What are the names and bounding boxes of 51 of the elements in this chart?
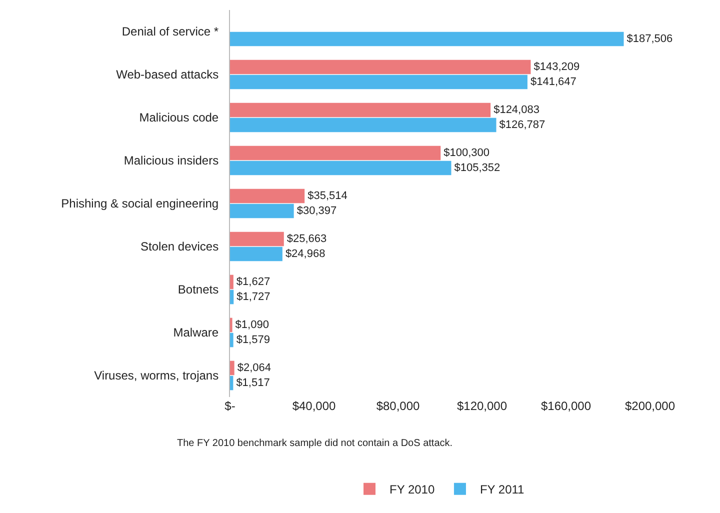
- x-tick-label: $120,000: [456, 399, 508, 413]
- bar: [230, 118, 496, 132]
- data-label: $30,397: [296, 205, 337, 218]
- data-label: $25,663: [286, 232, 327, 245]
- data-label: $2,064: [237, 362, 271, 374]
- bar: [230, 376, 234, 390]
- bar: [230, 102, 491, 118]
- y-tick-label: Web-based attacks: [116, 68, 219, 82]
- y-tick-label: Phishing & social engineering: [61, 196, 219, 211]
- x-tick-label: $40,000: [292, 399, 336, 413]
- bar: [230, 204, 294, 218]
- data-label: $141,647: [530, 76, 576, 88]
- data-label: $1,627: [236, 276, 270, 288]
- data-label: $143,209: [534, 60, 580, 73]
- y-tick-label: Malicious code: [139, 110, 219, 125]
- data-label: $24,968: [285, 248, 326, 260]
- bar: [230, 188, 305, 204]
- legend-label: FY 2010: [390, 482, 435, 497]
- bar: [230, 274, 234, 290]
- y-tick-label: Malware: [173, 326, 219, 340]
- bar: [230, 332, 234, 348]
- x-tick-label: $80,000: [376, 399, 420, 413]
- data-label: $1,090: [235, 318, 269, 331]
- bar: [230, 32, 624, 46]
- x-tick-label: $-: [224, 399, 236, 413]
- data-label: $124,083: [494, 104, 540, 116]
- data-label: $1,727: [236, 291, 270, 304]
- data-label: $105,352: [454, 162, 500, 174]
- data-label: $100,300: [444, 146, 490, 159]
- text: The FY 2010 benchmark sample did not contain a DoS attack.: [177, 438, 453, 449]
- y-tick-label: Denial of service *: [122, 24, 219, 39]
- data-label: $126,787: [499, 119, 546, 132]
- data-label: $35,514: [308, 190, 348, 202]
- bar: [230, 60, 531, 74]
- data-label: $187,506: [626, 33, 673, 46]
- y-tick-label: Stolen devices: [140, 240, 219, 254]
- bar: [230, 360, 234, 376]
- bar: [230, 246, 282, 262]
- bar: [230, 232, 284, 246]
- y-tick-label: Viruses, worms, trojans: [94, 368, 219, 383]
- y-tick-label: Botnets: [178, 282, 219, 297]
- data-label: $1,517: [236, 377, 270, 390]
- data-label: $1,579: [236, 334, 270, 346]
- x-tick-label: $200,000: [624, 399, 676, 413]
- bar: [230, 290, 234, 304]
- bar: [230, 146, 441, 160]
- legend-label: FY 2011: [480, 482, 525, 497]
- bar: [230, 160, 452, 176]
- y-tick-label: Malicious insiders: [124, 154, 219, 168]
- x-tick-label: $160,000: [540, 399, 592, 413]
- bar: [230, 74, 528, 90]
